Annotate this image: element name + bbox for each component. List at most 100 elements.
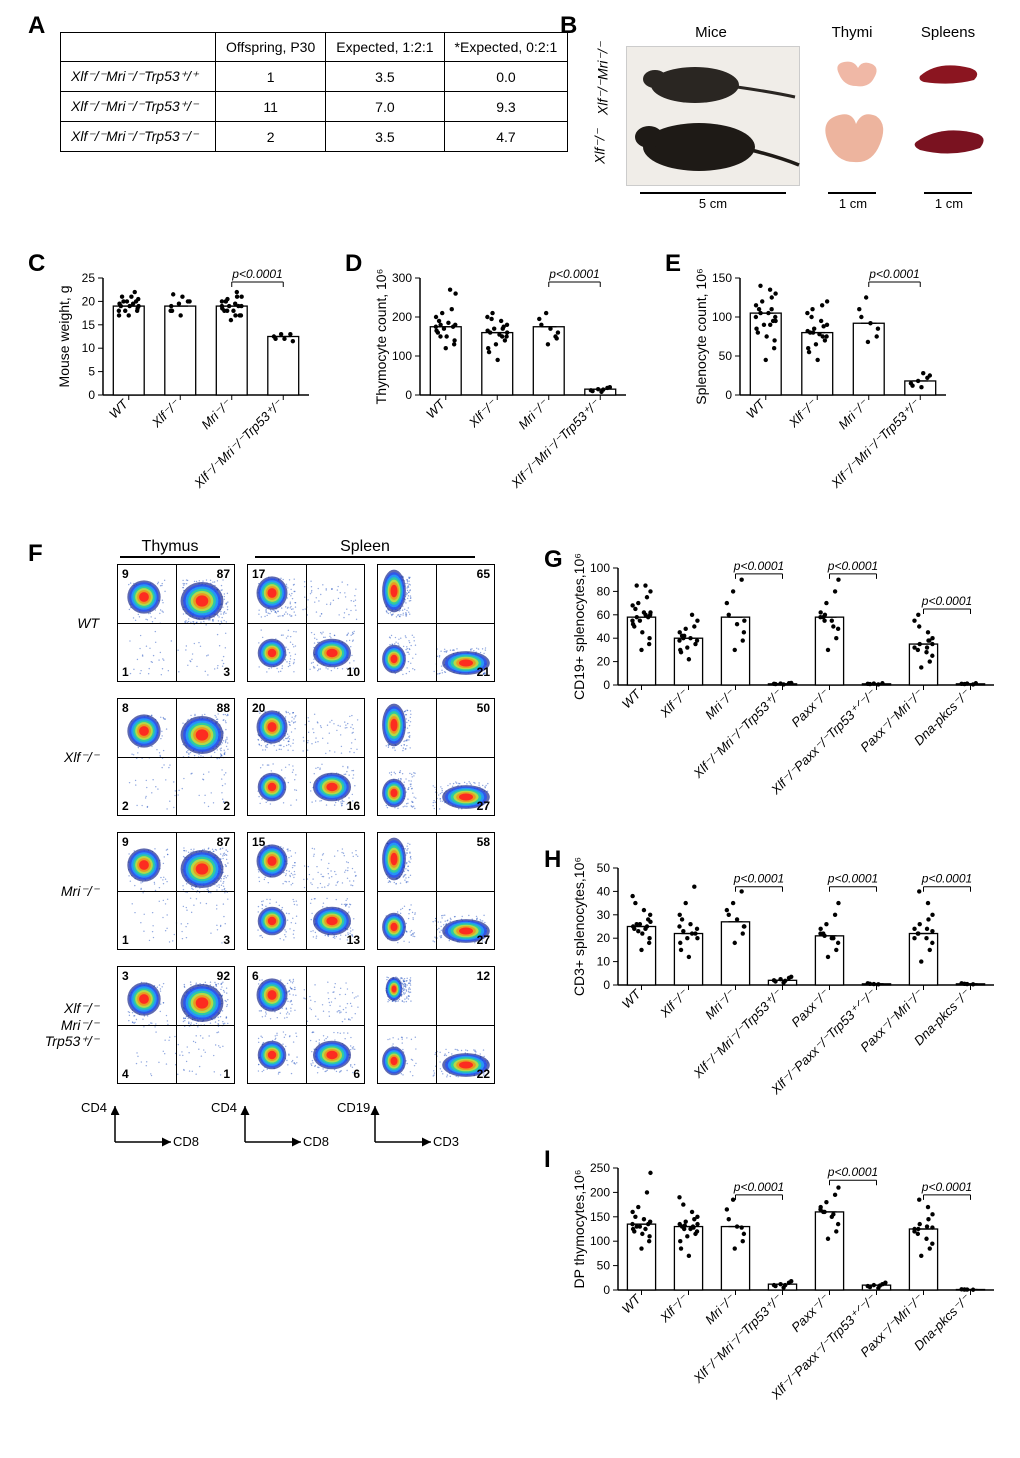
flow-cell: 1222 [377,966,495,1084]
panel-i-label: I [544,1146,551,1174]
spleens-scale-label: 1 cm [908,196,990,211]
svg-text:Xlf⁻/⁻: Xlf⁻/⁻ [656,986,691,1021]
mice-photo [626,46,800,186]
thymus-header: Thymus [111,538,229,556]
chart-splenocyte: 050100150WTXlf⁻/⁻Mri⁻/⁻Xlf⁻/⁻Mri⁻/⁻Trp53… [692,260,952,510]
flow-cell: 2016 [247,698,365,816]
flow-row: Xlf⁻/⁻Mri⁻/⁻Trp53⁺/⁻39241661222 [35,966,505,1084]
flow-quadrant-number: 3 [122,969,129,983]
flow-quadrant-number: 2 [122,799,129,813]
svg-text:50: 50 [597,1259,611,1273]
svg-text:p<0.0001: p<0.0001 [827,872,878,886]
flow-quadrant-number: 17 [252,567,265,581]
svg-text:100: 100 [590,1234,610,1248]
svg-text:Thymocyte count, 10⁶: Thymocyte count, 10⁶ [373,269,389,405]
flow-quadrant-number: 13 [347,933,360,947]
svg-text:0: 0 [405,388,412,402]
flow-quadrant-number: 21 [477,665,490,679]
svg-text:15: 15 [82,318,96,332]
svg-text:Mri⁻/⁻: Mri⁻/⁻ [702,686,738,722]
svg-text:Mri⁻/⁻: Mri⁻/⁻ [835,396,871,432]
flow-quadrant-number: 3 [223,933,230,947]
svg-text:150: 150 [590,1210,610,1224]
svg-text:p<0.0001: p<0.0001 [921,1180,972,1194]
svg-text:p<0.0001: p<0.0001 [921,872,972,886]
thymi-scale-label: 1 cm [814,196,892,211]
svg-text:300: 300 [392,271,412,285]
flow-cell: 98713 [117,832,235,950]
svg-text:50: 50 [597,861,611,875]
svg-text:CD3+ splenocytes,10⁶: CD3+ splenocytes,10⁶ [571,857,587,996]
table-row: Xlf⁻/⁻Mri⁻/⁻Trp53⁺/⁻117.09.3 [61,92,568,122]
flow-cell: 39241 [117,966,235,1084]
col1-y-label: CD4 [81,1100,107,1115]
mice-scale-bar [640,192,786,194]
panel-h-label: H [544,846,561,874]
flow-cell: 5827 [377,832,495,950]
svg-text:25: 25 [82,271,96,285]
svg-text:80: 80 [597,584,611,598]
flow-cell: 5027 [377,698,495,816]
svg-text:Xlf⁻/⁻Mri⁻/⁻Trp53⁺/⁻: Xlf⁻/⁻Mri⁻/⁻Trp53⁺/⁻ [690,1291,786,1387]
chart-mouse-weight: 0510152025WTXlf⁻/⁻Mri⁻/⁻Xlf⁻/⁻Mri⁻/⁻Trp5… [55,260,315,510]
svg-text:p<0.0001: p<0.0001 [733,1180,784,1194]
svg-text:Mri⁻/⁻: Mri⁻/⁻ [515,396,551,432]
flow-cell: 98713 [117,564,235,682]
svg-text:100: 100 [590,561,610,575]
svg-text:Xlf⁻/⁻Mri⁻/⁻Trp53⁺/⁻: Xlf⁻/⁻Mri⁻/⁻Trp53⁺/⁻ [690,986,786,1082]
svg-text:p<0.0001: p<0.0001 [733,872,784,886]
svg-text:Paxx⁻/⁻: Paxx⁻/⁻ [788,1291,832,1335]
panel-g-label: G [544,546,563,574]
svg-text:60: 60 [597,608,611,622]
flow-row-label: Mri⁻/⁻ [35,883,105,900]
spleens-col-label: Spleens [908,24,988,41]
svg-text:40: 40 [597,884,611,898]
svg-text:Mri⁻/⁻: Mri⁻/⁻ [198,396,234,432]
svg-text:Xlf⁻/⁻Mri⁻/⁻Trp53⁺/⁻: Xlf⁻/⁻Mri⁻/⁻Trp53⁺/⁻ [690,686,786,782]
spleens-scale-bar [924,192,972,194]
svg-text:Paxx⁻/⁻: Paxx⁻/⁻ [788,986,832,1030]
svg-text:WT: WT [743,396,769,422]
panel-b-label: B [560,12,577,40]
thymi-scale-bar [828,192,876,194]
mouse-row1-label: Xlf⁻/⁻Mri⁻/⁻ [595,34,612,124]
svg-text:Mri⁻/⁻: Mri⁻/⁻ [702,986,738,1022]
offspring-table-wrap: Offspring, P30Expected, 1:2:1*Expected, … [60,32,568,152]
flow-row: Mri⁻/⁻9871315135827 [35,832,505,950]
svg-text:WT: WT [619,986,645,1012]
svg-text:5: 5 [88,365,95,379]
svg-text:200: 200 [590,1185,610,1199]
svg-text:Mouse weight, g: Mouse weight, g [56,286,72,388]
flow-quadrant-number: 1 [122,665,129,679]
flow-quadrant-number: 10 [347,665,360,679]
svg-text:Xlf⁻/⁻: Xlf⁻/⁻ [656,1291,691,1326]
col1-x-label: CD8 [173,1134,199,1149]
svg-text:200: 200 [392,310,412,324]
panel-a-label: A [28,12,45,40]
svg-text:p<0.0001: p<0.0001 [827,1165,878,1179]
flow-cell: 66 [247,966,365,1084]
chart-dp: 050100150200250WTXlf⁻/⁻Mri⁻/⁻Xlf⁻/⁻Mri⁻/… [570,1150,1000,1430]
flow-quadrant-number: 15 [252,835,265,849]
col3-x-label: CD3 [433,1134,459,1149]
flow-quadrant-number: 9 [122,567,129,581]
svg-text:30: 30 [597,908,611,922]
flow-quadrant-number: 9 [122,835,129,849]
svg-text:50: 50 [719,349,733,363]
chart-cd19: 020406080100WTXlf⁻/⁻Mri⁻/⁻Xlf⁻/⁻Mri⁻/⁻Tr… [570,550,1000,820]
svg-text:0: 0 [725,388,732,402]
flow-quadrant-number: 27 [477,799,490,813]
flow-quadrant-number: 6 [252,969,259,983]
svg-text:p<0.0001: p<0.0001 [548,267,599,281]
svg-text:Xlf⁻/⁻Mri⁻/⁻Trp53⁺/⁻: Xlf⁻/⁻Mri⁻/⁻Trp53⁺/⁻ [190,396,286,492]
svg-text:DP thymocytes,10⁶: DP thymocytes,10⁶ [571,1169,587,1288]
col2-y-label: CD4 [211,1100,237,1115]
svg-text:Xlf⁻/⁻: Xlf⁻/⁻ [148,396,183,431]
svg-text:150: 150 [712,271,732,285]
flow-quadrant-number: 27 [477,933,490,947]
flow-row-label: Xlf⁻/⁻Mri⁻/⁻Trp53⁺/⁻ [35,1000,105,1050]
svg-text:p<0.0001: p<0.0001 [231,267,282,281]
flow-quadrant-number: 1 [122,933,129,947]
svg-text:0: 0 [603,1283,610,1297]
svg-text:0: 0 [603,678,610,692]
